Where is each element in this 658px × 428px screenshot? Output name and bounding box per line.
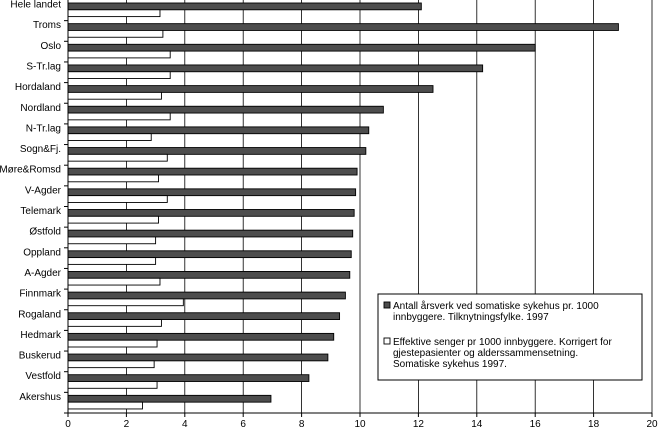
- category-label: Østfold: [29, 227, 61, 238]
- legend-swatch-senger: [383, 337, 391, 345]
- bar-arsverk: [67, 353, 329, 362]
- category-label: Hele landet: [10, 0, 61, 11]
- bar-arsverk: [67, 291, 346, 300]
- category-label: Vestfold: [25, 371, 61, 382]
- x-tick-label-14: 14: [471, 419, 483, 428]
- bars: [67, 2, 619, 410]
- legend-label: innbyggere. Tilknytningsfylke. 1997: [393, 312, 549, 323]
- bar-arsverk: [67, 64, 484, 73]
- x-tick-label-8: 8: [299, 419, 305, 428]
- category-label: Sogn&Fj.: [20, 144, 61, 155]
- legend-label: Effektive senger pr 1000 innbyggere. Kor…: [393, 337, 612, 348]
- bar-arsverk: [67, 105, 384, 114]
- x-tick-label-20: 20: [646, 419, 658, 428]
- bar-senger: [67, 360, 155, 369]
- x-tick-labels: 0 2 4 6 8 10 12 14 16 18 20: [65, 419, 658, 428]
- x-tick-label-18: 18: [588, 419, 600, 428]
- category-label: S-Tr.lag: [26, 61, 61, 72]
- legend-swatch-arsverk: [383, 301, 391, 309]
- bar-arsverk: [67, 23, 619, 31]
- legend-box: [377, 293, 643, 381]
- x-tick-label-6: 6: [240, 419, 246, 428]
- bar-arsverk: [67, 271, 351, 279]
- category-labels: Hele landet Troms Oslo S-Tr.lag Hordaland Nor…: [0, 0, 62, 403]
- category-label: Finnmark: [19, 289, 62, 300]
- category-label: N-Tr.lag: [26, 123, 61, 134]
- category-label: Hordaland: [15, 82, 61, 93]
- bar-senger: [67, 401, 143, 410]
- x-tick-label-4: 4: [182, 419, 188, 428]
- category-label: V-Agder: [25, 185, 62, 196]
- legend: Antall årsverk ved somatiske sykehus pr.…: [377, 293, 643, 381]
- legend-label: Antall årsverk ved somatiske sykehus pr.…: [393, 300, 599, 312]
- bar-senger: [67, 195, 168, 203]
- bar-arsverk: [67, 188, 357, 197]
- category-label: Oppland: [23, 247, 61, 258]
- x-tick-label-10: 10: [354, 419, 366, 428]
- category-label: A-Agder: [24, 268, 61, 279]
- bar-arsverk: [67, 229, 354, 238]
- x-tick-label-16: 16: [530, 419, 542, 428]
- bar-senger: [67, 339, 158, 348]
- bar-arsverk: [67, 85, 434, 93]
- category-label: Nordland: [20, 103, 61, 114]
- bar-senger: [67, 91, 162, 100]
- x-tick-label-2: 2: [124, 419, 130, 428]
- bar-senger: [67, 257, 157, 265]
- bar-senger: [67, 215, 159, 224]
- x-tick-label-0: 0: [65, 419, 71, 428]
- bar-senger: [67, 153, 168, 162]
- legend-label: gjestepasienter og alderssammensetning.: [393, 348, 578, 359]
- bar-senger: [67, 50, 171, 59]
- bar-arsverk: [67, 394, 272, 403]
- x-tick-label-12: 12: [413, 419, 425, 428]
- category-label: Akershus: [19, 392, 61, 403]
- bar-arsverk: [67, 147, 367, 155]
- category-label: Hedmark: [20, 330, 62, 341]
- bar-arsverk: [67, 2, 422, 11]
- category-label: Rogaland: [18, 309, 61, 320]
- bar-senger: [67, 319, 162, 327]
- legend-label: Somatiske sykehus 1997.: [393, 359, 507, 370]
- bar-arsverk: [67, 312, 341, 321]
- bar-arsverk: [67, 332, 335, 341]
- bar-arsverk: [67, 126, 370, 135]
- category-label: Oslo: [40, 41, 61, 52]
- axes: [64, 0, 653, 417]
- bar-senger: [67, 71, 171, 80]
- bar-senger: [67, 9, 161, 18]
- category-label: Buskerud: [19, 351, 61, 362]
- bar-senger: [67, 174, 159, 183]
- bar-senger: [67, 277, 161, 286]
- category-label: Møre&Romsd: [0, 165, 61, 176]
- bar-arsverk: [67, 209, 355, 217]
- bar-arsverk: [67, 167, 358, 176]
- bar-senger: [67, 381, 158, 389]
- bar-senger: [67, 112, 171, 121]
- bar-arsverk: [67, 374, 310, 382]
- category-label: Telemark: [20, 206, 62, 217]
- bar-arsverk: [67, 43, 536, 52]
- bar-senger: [67, 30, 164, 38]
- bar-senger: [67, 133, 152, 141]
- bar-arsverk: [67, 250, 352, 259]
- bar-senger: [67, 236, 157, 245]
- category-label: Troms: [33, 20, 61, 31]
- bar-senger: [67, 298, 184, 307]
